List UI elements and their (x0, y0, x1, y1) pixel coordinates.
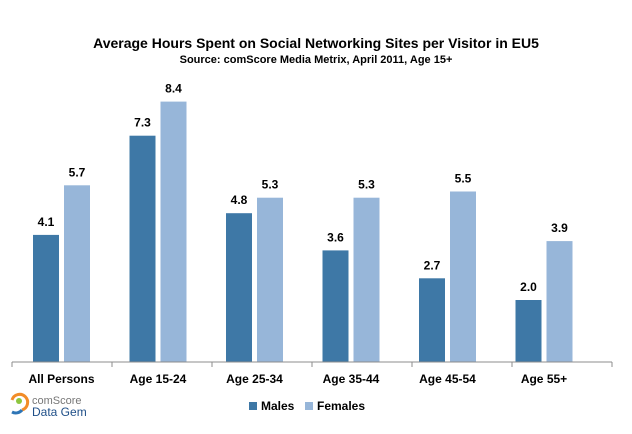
data-label-females-3: 5.3 (358, 178, 375, 192)
data-label-males-0: 4.1 (38, 215, 55, 229)
data-label-females-1: 8.4 (165, 82, 182, 96)
bar-males-5 (515, 300, 542, 362)
brand-line-1: comScore (32, 395, 82, 407)
comscore-swirl-icon (10, 392, 30, 415)
bar-males-1 (129, 135, 156, 362)
x-tick-label-0: All Persons (28, 372, 94, 386)
x-tick-label-1: Age 15-24 (130, 372, 187, 386)
chart-subtitle: Source: comScore Media Metrix, April 201… (180, 54, 453, 66)
data-label-males-2: 4.8 (231, 193, 248, 207)
legend-label-males: Males (261, 399, 295, 413)
swirl-dot-green (16, 398, 22, 404)
x-tick-label-4: Age 45-54 (419, 372, 476, 386)
bar-males-0 (33, 234, 59, 362)
chart-title: Average Hours Spent on Social Networking… (93, 35, 539, 51)
data-label-females-0: 5.7 (69, 165, 86, 179)
swirl-arc-blue (11, 408, 24, 415)
comscore-logo: comScore Data Gem (10, 392, 87, 419)
legend: Males Females (249, 399, 365, 413)
data-label-males-5: 2.0 (520, 280, 537, 294)
x-tick-label-3: Age 35-44 (323, 372, 380, 386)
plot-area: 4.1 5.7 All Persons 7.3 8.4 Age 15-24 4.8 5.3 Ag… (11, 82, 613, 386)
x-tick-label-2: Age 25-34 (226, 372, 283, 386)
bar-females-2 (257, 197, 283, 362)
bar-females-3 (353, 197, 380, 362)
data-label-males-1: 7.3 (134, 116, 151, 130)
bar-females-5 (546, 241, 573, 362)
data-label-females-5: 3.9 (551, 221, 568, 235)
data-label-males-4: 2.7 (424, 258, 441, 272)
bar-males-4 (419, 278, 445, 362)
data-label-males-3: 3.6 (327, 230, 344, 244)
swirl-arc-orange (10, 392, 30, 412)
bar-females-1 (160, 101, 187, 362)
legend-swatch-males (249, 402, 257, 410)
bar-males-3 (322, 250, 349, 362)
bar-females-4 (450, 191, 476, 362)
data-label-females-2: 5.3 (262, 178, 279, 192)
legend-swatch-females (305, 402, 313, 410)
brand-line-2: Data Gem (32, 405, 87, 419)
bar-males-2 (226, 213, 252, 362)
data-label-females-4: 5.5 (455, 172, 472, 186)
bar-females-0 (64, 185, 90, 362)
x-tick-label-5: Age 55+ (521, 372, 567, 386)
legend-label-females: Females (317, 399, 365, 413)
